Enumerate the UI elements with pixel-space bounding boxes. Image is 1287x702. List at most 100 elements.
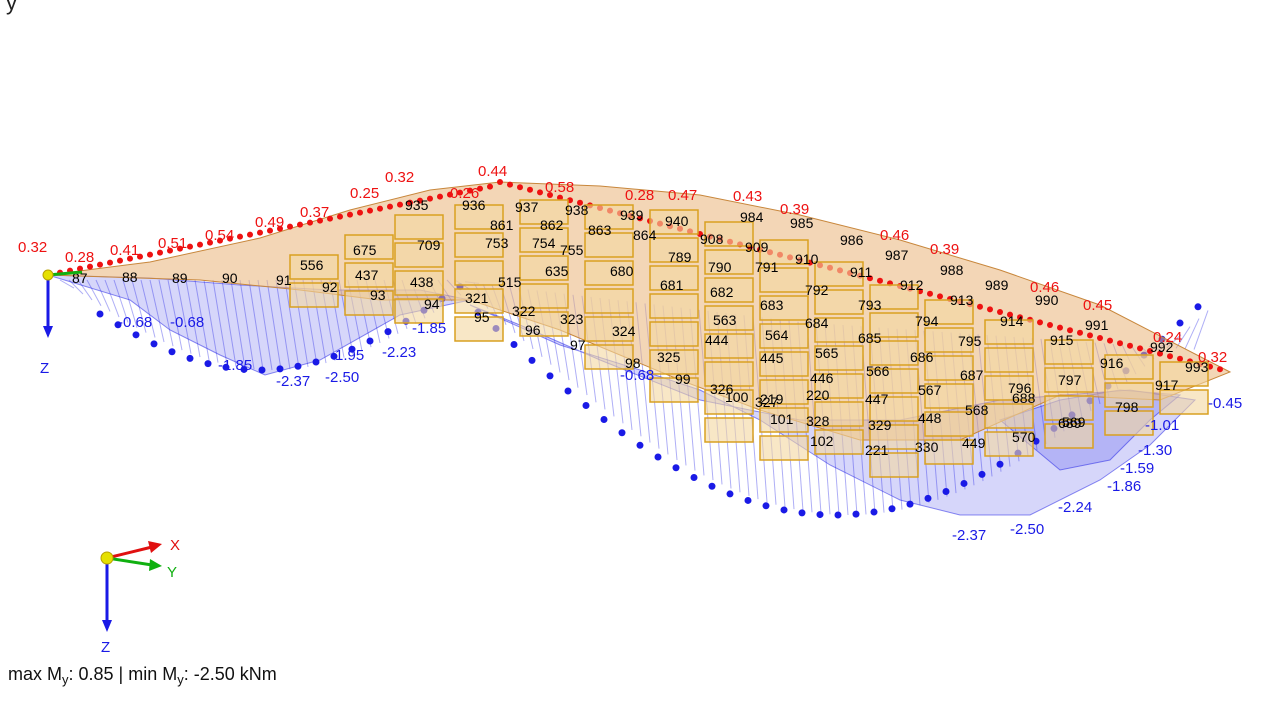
member-cell[interactable] <box>454 316 504 342</box>
member-cell[interactable] <box>924 383 974 409</box>
member-cell[interactable] <box>924 355 974 381</box>
member-cell[interactable] <box>519 227 569 253</box>
member-cell[interactable] <box>704 361 754 387</box>
member-cell[interactable] <box>759 239 809 265</box>
member-cell[interactable] <box>814 401 864 427</box>
member-cell[interactable] <box>649 349 699 375</box>
member-cell[interactable] <box>344 262 394 288</box>
member-cell[interactable] <box>984 375 1034 401</box>
member-cell[interactable] <box>454 232 504 258</box>
member-cell[interactable] <box>519 311 569 337</box>
hatch-line <box>140 279 156 338</box>
member-cell[interactable] <box>649 321 699 347</box>
member-cell[interactable] <box>584 316 634 342</box>
member-cell[interactable] <box>924 439 974 465</box>
member-number: 89 <box>172 270 188 286</box>
member-cell[interactable] <box>649 237 699 263</box>
positive-result-point <box>267 227 273 234</box>
member-cell[interactable] <box>1104 354 1154 380</box>
member-cell[interactable] <box>869 452 919 478</box>
member-cell[interactable] <box>1044 367 1094 393</box>
member-cell[interactable] <box>759 351 809 377</box>
member-number: 791 <box>755 259 779 275</box>
member-cell[interactable] <box>1159 389 1209 415</box>
member-cell[interactable] <box>704 333 754 359</box>
member-cell[interactable] <box>704 305 754 331</box>
member-cell[interactable] <box>814 373 864 399</box>
member-cell[interactable] <box>584 344 634 370</box>
negative-result-point <box>366 337 374 345</box>
member-cell[interactable] <box>454 288 504 314</box>
member-cell[interactable] <box>519 283 569 309</box>
member-cell[interactable] <box>704 417 754 443</box>
member-cell[interactable] <box>1104 410 1154 436</box>
member-cell[interactable] <box>1044 395 1094 421</box>
member-cell[interactable] <box>869 312 919 338</box>
positive-result-point <box>87 263 93 270</box>
member-cell[interactable] <box>924 411 974 437</box>
member-cell[interactable] <box>649 209 699 235</box>
member-cell[interactable] <box>869 284 919 310</box>
member-cell[interactable] <box>814 317 864 343</box>
member-cell[interactable] <box>394 270 444 296</box>
member-cell[interactable] <box>984 319 1034 345</box>
member-cell[interactable] <box>759 295 809 321</box>
positive-result-point <box>977 303 983 310</box>
member-cell[interactable] <box>869 396 919 422</box>
negative-label: -0.45 <box>1208 395 1242 412</box>
member-cell[interactable] <box>924 299 974 325</box>
member-cell[interactable] <box>584 204 634 230</box>
member-cell[interactable] <box>704 221 754 247</box>
member-cell[interactable] <box>814 289 864 315</box>
member-cell[interactable] <box>649 265 699 291</box>
member-cell[interactable] <box>649 377 699 403</box>
member-cell[interactable] <box>759 407 809 433</box>
member-cell[interactable] <box>1159 361 1209 387</box>
member-number: 984 <box>740 209 764 225</box>
member-cell[interactable] <box>984 403 1034 429</box>
member-cell[interactable] <box>704 389 754 415</box>
member-cell[interactable] <box>289 282 339 308</box>
member-cell[interactable] <box>814 261 864 287</box>
member-cell[interactable] <box>759 323 809 349</box>
member-cell[interactable] <box>1104 382 1154 408</box>
member-cell[interactable] <box>454 260 504 286</box>
member-cell[interactable] <box>394 242 444 268</box>
member-cell[interactable] <box>519 255 569 281</box>
member-cell[interactable] <box>1044 423 1094 449</box>
member-cell[interactable] <box>869 340 919 366</box>
member-cell[interactable] <box>394 298 444 324</box>
member-cell[interactable] <box>519 199 569 225</box>
member-number: 797 <box>1058 372 1082 388</box>
negative-result-point <box>1176 319 1184 327</box>
member-cell[interactable] <box>454 204 504 230</box>
member-cell[interactable] <box>344 290 394 316</box>
member-cell[interactable] <box>584 260 634 286</box>
member-number: 987 <box>885 247 909 263</box>
member-cell[interactable] <box>1044 339 1094 365</box>
member-cell[interactable] <box>814 429 864 455</box>
member-cell[interactable] <box>394 214 444 240</box>
member-cell[interactable] <box>814 345 864 371</box>
member-cell[interactable] <box>759 267 809 293</box>
member-cell[interactable] <box>759 379 809 405</box>
member-cell[interactable] <box>869 368 919 394</box>
member-cell[interactable] <box>869 424 919 450</box>
member-number: 563 <box>713 312 737 328</box>
negative-result-point <box>204 360 212 368</box>
member-cell[interactable] <box>984 431 1034 457</box>
member-cell[interactable] <box>704 249 754 275</box>
member-cell[interactable] <box>344 234 394 260</box>
positive-result-point <box>377 205 383 212</box>
member-cell[interactable] <box>984 347 1034 373</box>
member-cell[interactable] <box>704 277 754 303</box>
member-number: 910 <box>795 251 819 267</box>
member-cell[interactable] <box>584 288 634 314</box>
member-cell[interactable] <box>289 254 339 280</box>
member-cell[interactable] <box>759 435 809 461</box>
member-cell[interactable] <box>649 293 699 319</box>
member-cell[interactable] <box>924 327 974 353</box>
member-cell[interactable] <box>584 232 634 258</box>
